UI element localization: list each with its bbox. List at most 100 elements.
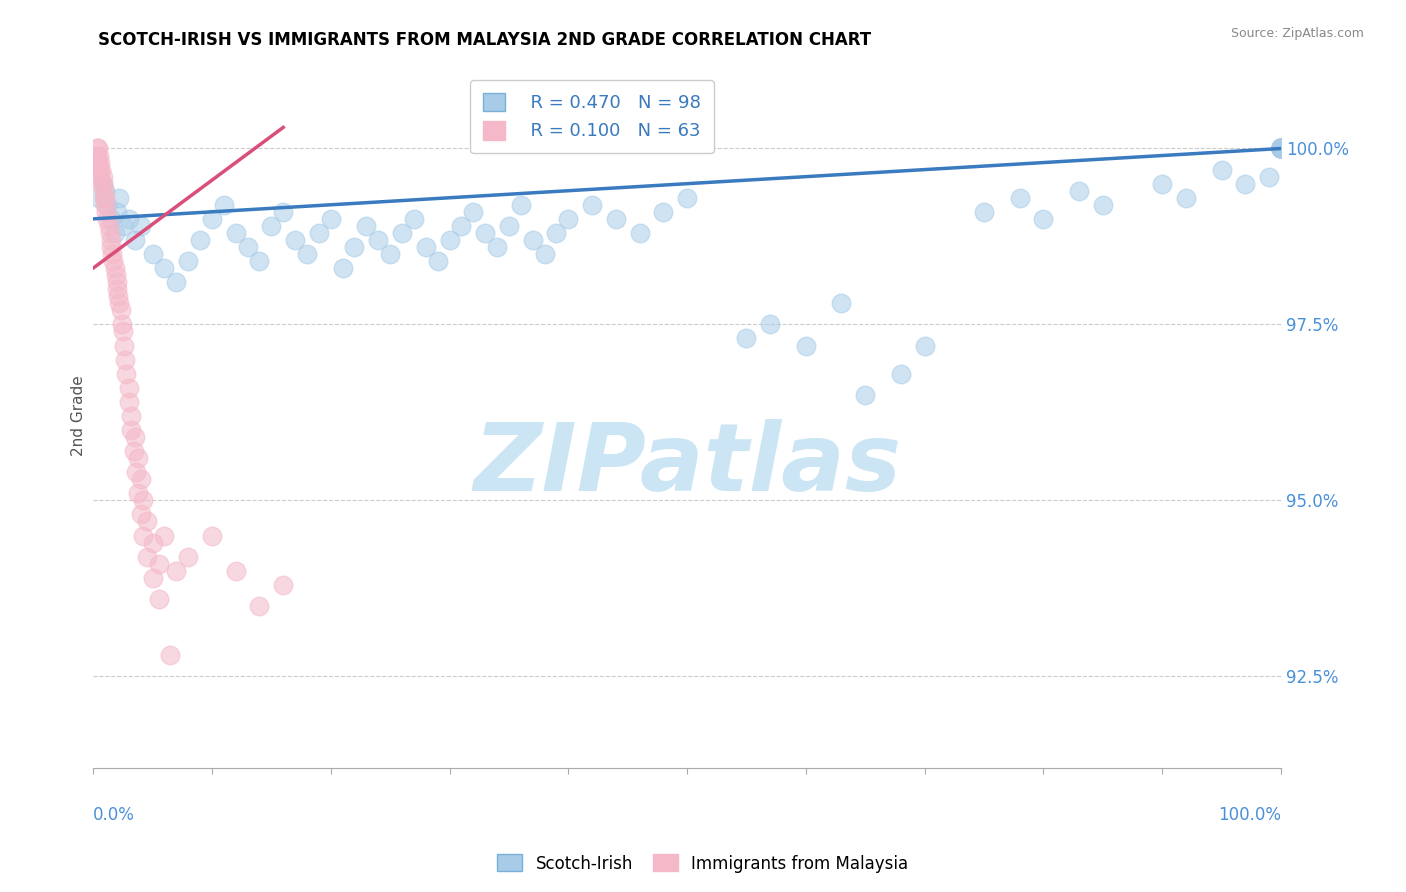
- Point: [533, 247, 555, 261]
- Point: [378, 247, 401, 261]
- Point: [108, 191, 131, 205]
- Point: [188, 233, 211, 247]
- Point: [96, 211, 118, 226]
- Point: [100, 211, 122, 226]
- Point: [97, 219, 120, 233]
- Text: 0.0%: 0.0%: [93, 806, 135, 824]
- Point: [120, 423, 142, 437]
- Point: [94, 184, 117, 198]
- Point: [271, 204, 294, 219]
- Point: [498, 219, 520, 233]
- Point: [124, 233, 146, 247]
- Point: [108, 296, 131, 310]
- Point: [201, 528, 224, 542]
- Point: [129, 472, 152, 486]
- Point: [249, 599, 271, 613]
- Point: [1270, 141, 1292, 155]
- Point: [356, 219, 378, 233]
- Point: [94, 191, 117, 205]
- Point: [1270, 141, 1292, 155]
- Point: [129, 508, 152, 522]
- Point: [90, 162, 112, 177]
- Point: [124, 430, 146, 444]
- Point: [271, 578, 294, 592]
- Point: [522, 233, 544, 247]
- Point: [142, 247, 165, 261]
- Point: [89, 148, 111, 162]
- Point: [98, 226, 121, 240]
- Point: [1211, 162, 1233, 177]
- Point: [91, 169, 114, 184]
- Point: [110, 303, 132, 318]
- Point: [96, 198, 118, 212]
- Point: [132, 528, 155, 542]
- Point: [628, 226, 651, 240]
- Point: [367, 233, 389, 247]
- Point: [1258, 169, 1281, 184]
- Point: [89, 169, 111, 184]
- Point: [236, 240, 259, 254]
- Point: [1270, 141, 1292, 155]
- Point: [112, 338, 135, 352]
- Point: [1270, 141, 1292, 155]
- Point: [249, 254, 271, 268]
- Point: [1270, 141, 1292, 155]
- Legend: Scotch-Irish, Immigrants from Malaysia: Scotch-Irish, Immigrants from Malaysia: [491, 847, 915, 880]
- Point: [225, 226, 247, 240]
- Point: [91, 177, 114, 191]
- Point: [105, 282, 128, 296]
- Point: [463, 204, 485, 219]
- Point: [201, 211, 224, 226]
- Point: [105, 204, 128, 219]
- Point: [439, 233, 461, 247]
- Point: [103, 261, 125, 276]
- Point: [94, 198, 117, 212]
- Point: [125, 465, 148, 479]
- Text: ZIPatlas: ZIPatlas: [472, 419, 901, 511]
- Point: [225, 564, 247, 578]
- Point: [605, 211, 627, 226]
- Point: [1270, 141, 1292, 155]
- Point: [1270, 141, 1292, 155]
- Point: [415, 240, 437, 254]
- Point: [111, 325, 134, 339]
- Point: [89, 191, 111, 205]
- Point: [1032, 211, 1054, 226]
- Point: [1091, 198, 1114, 212]
- Point: [343, 240, 366, 254]
- Point: [177, 254, 200, 268]
- Point: [1270, 141, 1292, 155]
- Point: [1270, 141, 1292, 155]
- Point: [1270, 141, 1292, 155]
- Point: [135, 549, 157, 564]
- Point: [1270, 141, 1292, 155]
- Point: [159, 648, 181, 662]
- Point: [794, 338, 817, 352]
- Point: [260, 219, 283, 233]
- Point: [1270, 141, 1292, 155]
- Point: [890, 367, 912, 381]
- Point: [132, 493, 155, 508]
- Point: [676, 191, 699, 205]
- Point: [426, 254, 449, 268]
- Point: [177, 549, 200, 564]
- Point: [118, 381, 141, 395]
- Point: [122, 444, 145, 458]
- Point: [96, 204, 118, 219]
- Point: [735, 331, 758, 345]
- Point: [509, 198, 531, 212]
- Point: [93, 184, 115, 198]
- Point: [90, 177, 112, 191]
- Point: [1152, 177, 1174, 191]
- Point: [1270, 141, 1292, 155]
- Point: [104, 268, 127, 282]
- Point: [1270, 141, 1292, 155]
- Point: [100, 233, 122, 247]
- Point: [295, 247, 318, 261]
- Point: [91, 177, 114, 191]
- Point: [100, 240, 122, 254]
- Point: [153, 528, 176, 542]
- Point: [759, 318, 782, 332]
- Point: [1270, 141, 1292, 155]
- Point: [1270, 141, 1292, 155]
